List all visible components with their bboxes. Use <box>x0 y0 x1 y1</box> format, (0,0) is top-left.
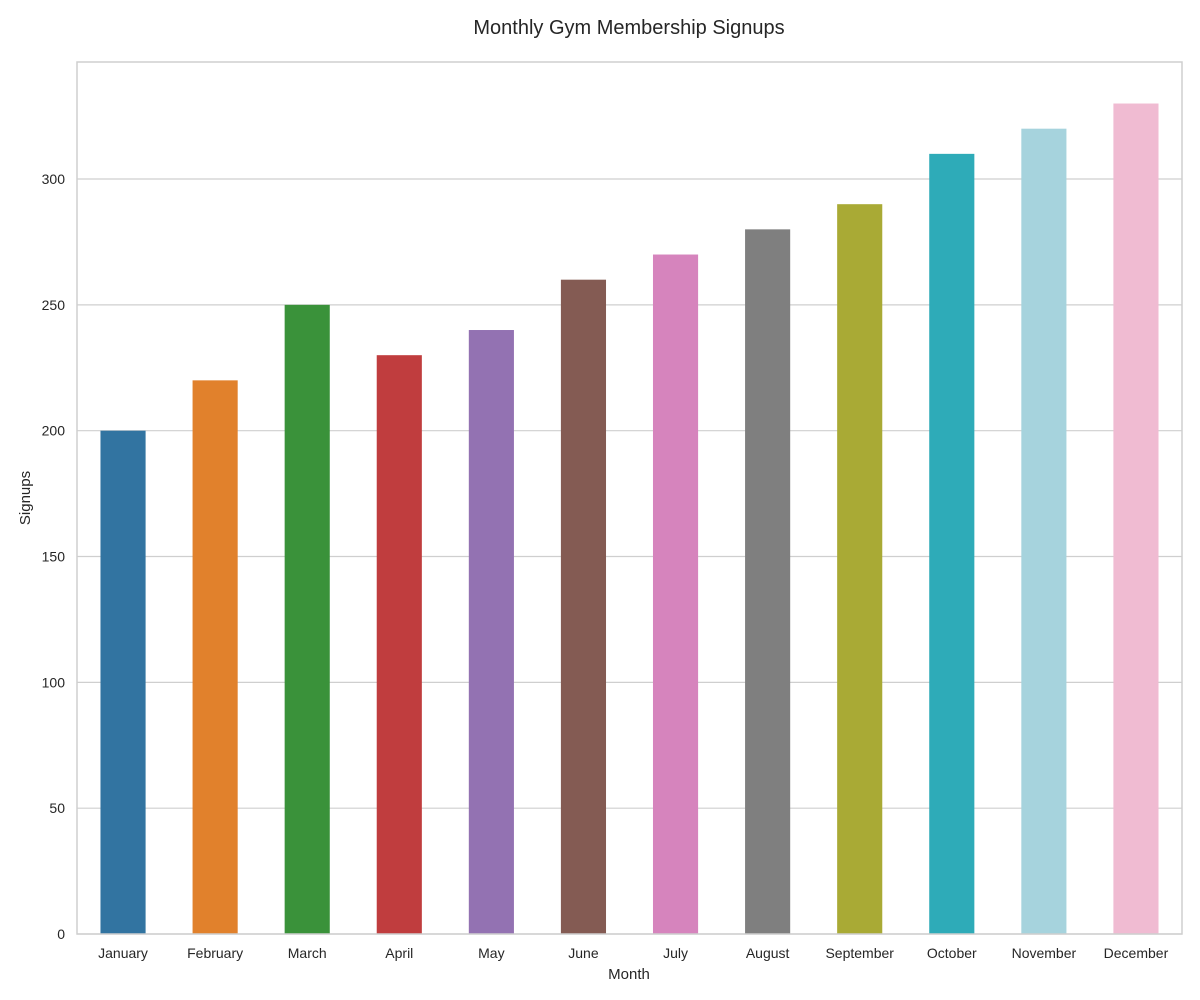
x-tick-label: September <box>825 945 894 961</box>
gridlines <box>77 178 1182 935</box>
bar-may <box>468 330 514 934</box>
y-axis-label: Signups <box>17 471 34 525</box>
bars <box>100 103 1159 935</box>
plot-frame <box>76 61 1183 935</box>
x-tick-label: November <box>1012 945 1077 961</box>
y-tick-label: 150 <box>42 549 66 565</box>
y-tick-label: 200 <box>42 423 66 439</box>
y-tick-label: 100 <box>42 674 66 690</box>
bar-december <box>1113 103 1159 935</box>
chart-title: Monthly Gym Membership Signups <box>473 17 784 39</box>
bar-october <box>929 153 975 934</box>
x-tick-label: April <box>385 945 413 961</box>
x-tick-labels: January February March April May June July Augu… <box>98 945 1168 961</box>
bar-november <box>1021 128 1067 934</box>
x-tick-label: October <box>927 945 977 961</box>
y-tick-label: 50 <box>49 800 65 816</box>
bar-august <box>745 229 791 935</box>
x-tick-label: December <box>1104 945 1169 961</box>
bar-september <box>837 204 883 934</box>
bar-july <box>652 254 699 935</box>
y-tick-label: 0 <box>57 926 65 942</box>
x-axis-label: Month <box>608 966 650 983</box>
x-tick-label: August <box>746 945 790 961</box>
bar-april <box>376 355 422 935</box>
x-tick-label: January <box>98 945 148 961</box>
x-tick-label: February <box>187 945 243 961</box>
bar-march <box>284 304 330 934</box>
y-tick-labels: 0 50 100 150 200 250 300 <box>42 171 66 942</box>
x-tick-label: May <box>478 945 504 961</box>
y-tick-label: 300 <box>42 171 66 187</box>
bar-february <box>192 380 238 934</box>
bar-june <box>560 279 607 934</box>
x-tick-label: June <box>568 945 599 961</box>
x-tick-label: July <box>663 945 688 961</box>
bar-january <box>100 430 146 934</box>
y-tick-label: 250 <box>42 297 66 313</box>
x-tick-label: March <box>288 945 327 961</box>
